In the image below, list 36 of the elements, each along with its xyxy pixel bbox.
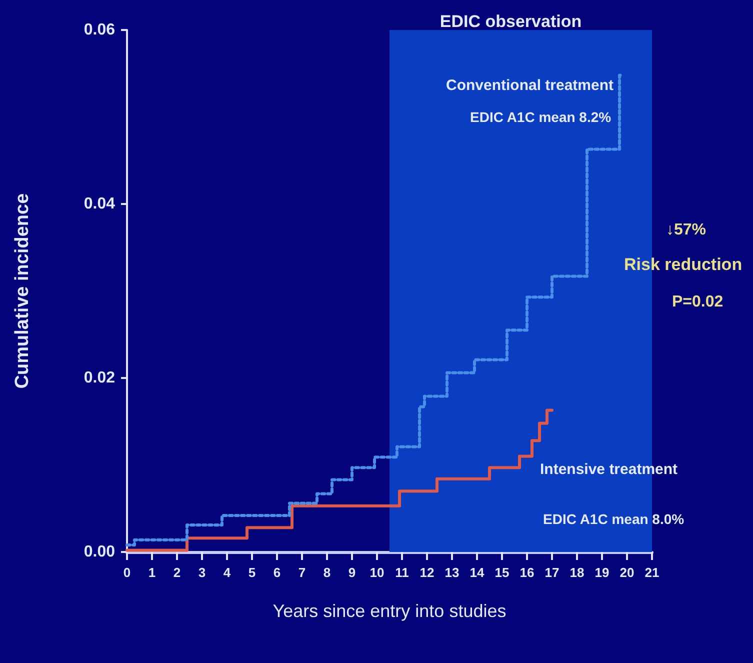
x-tick-label: 11 [395,565,409,580]
y-axis-title: Cumulative incidence [12,193,33,389]
x-tick-label: 2 [173,565,181,580]
annotation: EDIC A1C mean 8.2% [470,109,612,125]
band-label: EDIC observation [440,12,582,31]
annotation: Risk reduction [624,255,742,274]
y-tick-label: 0.00 [84,544,116,560]
x-tick-label: 5 [248,565,256,580]
x-tick-label: 17 [544,565,560,580]
x-tick-label: 14 [470,565,485,580]
x-tick-label: 20 [620,565,634,580]
x-tick-label: 13 [444,565,460,580]
annotation: EDIC A1C mean 8.0% [543,511,685,527]
x-tick-label: 8 [323,565,331,580]
series-label: Intensive treatment [540,461,678,478]
y-tick-label: 0.04 [84,196,116,212]
x-tick-label: 16 [520,565,534,580]
x-tick-label: 0 [123,565,131,580]
x-tick-label: 7 [298,565,306,580]
x-tick-label: 12 [420,565,434,580]
x-tick-label: 3 [198,565,206,580]
text: ↓57% [666,222,706,238]
series-label: Conventional treatment [446,77,614,94]
text: P=0.02 [672,294,724,310]
x-tick-label: 19 [594,565,610,580]
x-tick-label: 4 [223,565,232,580]
x-axis-title: Years since entry into studies [272,601,506,621]
y-tick-label: 0.02 [84,370,116,386]
x-tick-label: 1 [148,565,156,580]
y-tick-label: 0.06 [84,22,116,38]
x-tick-label: 9 [348,565,356,580]
x-tick-label: 21 [644,565,660,580]
x-tick-label: 18 [570,565,584,580]
x-tick-label: 10 [370,565,384,580]
x-tick-label: 6 [273,565,281,580]
x-tick-label: 15 [494,565,510,580]
